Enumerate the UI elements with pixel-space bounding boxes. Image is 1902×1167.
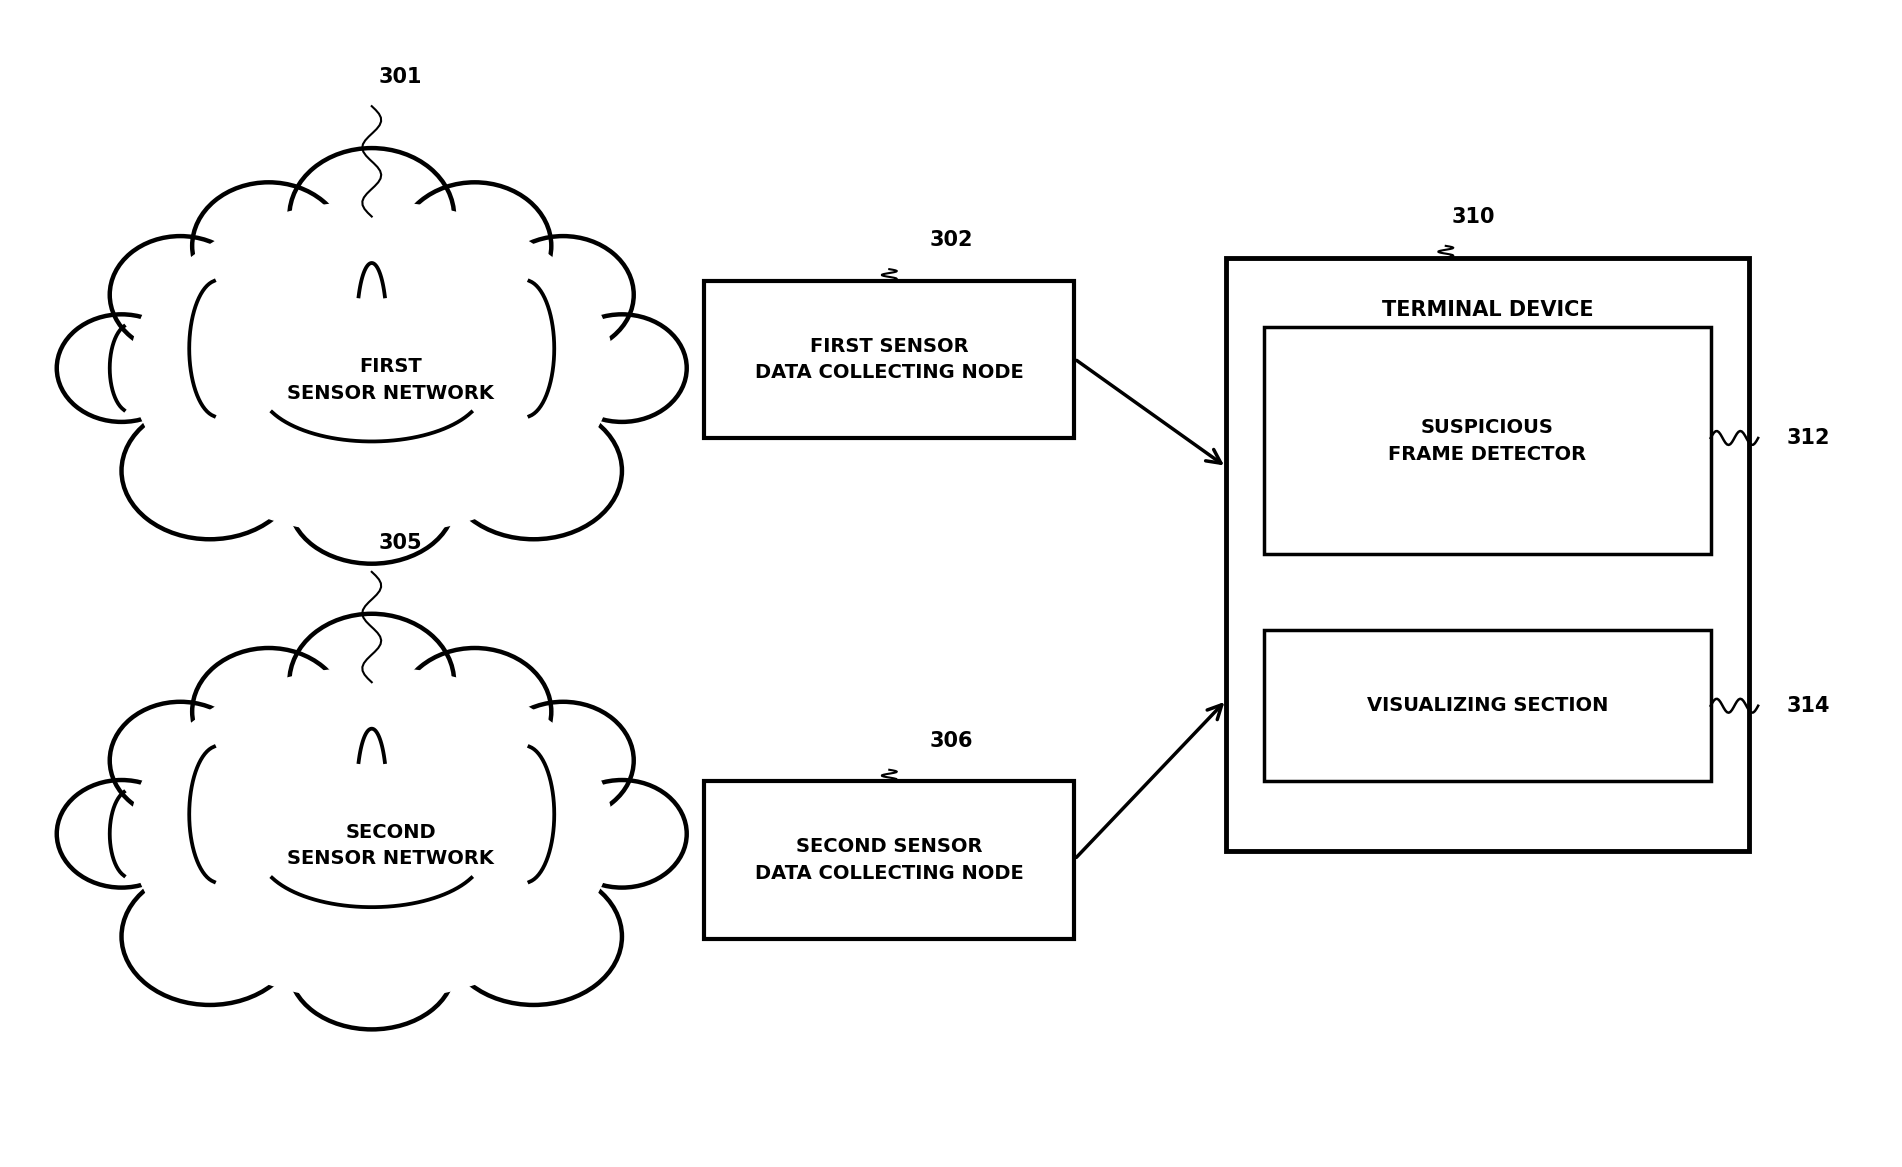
Ellipse shape: [445, 403, 622, 539]
FancyBboxPatch shape: [704, 281, 1075, 438]
Ellipse shape: [131, 202, 612, 534]
Text: FIRST
SENSOR NETWORK: FIRST SENSOR NETWORK: [287, 357, 495, 403]
Ellipse shape: [110, 701, 251, 819]
Ellipse shape: [445, 868, 622, 1005]
Ellipse shape: [289, 441, 455, 564]
Text: SECOND SENSOR
DATA COLLECTING NODE: SECOND SENSOR DATA COLLECTING NODE: [755, 837, 1023, 882]
Text: TERMINAL DEVICE: TERMINAL DEVICE: [1381, 300, 1594, 320]
FancyBboxPatch shape: [1265, 328, 1710, 554]
Text: FIRST SENSOR
DATA COLLECTING NODE: FIRST SENSOR DATA COLLECTING NODE: [755, 336, 1023, 382]
Text: 312: 312: [1786, 428, 1830, 448]
Ellipse shape: [398, 182, 552, 309]
Ellipse shape: [122, 658, 622, 1009]
Text: 314: 314: [1786, 696, 1830, 715]
Ellipse shape: [493, 236, 633, 354]
Ellipse shape: [110, 236, 251, 354]
Ellipse shape: [122, 868, 299, 1005]
Ellipse shape: [192, 182, 346, 309]
Ellipse shape: [122, 193, 622, 544]
Ellipse shape: [493, 701, 633, 819]
Ellipse shape: [557, 314, 687, 422]
Ellipse shape: [289, 907, 455, 1029]
Ellipse shape: [57, 780, 186, 888]
FancyBboxPatch shape: [1265, 630, 1710, 782]
Text: 302: 302: [930, 230, 972, 250]
Ellipse shape: [122, 403, 299, 539]
FancyBboxPatch shape: [1227, 258, 1748, 851]
Ellipse shape: [557, 780, 687, 888]
Ellipse shape: [289, 614, 455, 750]
Text: SUSPICIOUS
FRAME DETECTOR: SUSPICIOUS FRAME DETECTOR: [1388, 418, 1586, 463]
Ellipse shape: [398, 648, 552, 775]
FancyBboxPatch shape: [704, 782, 1075, 938]
Text: SECOND
SENSOR NETWORK: SECOND SENSOR NETWORK: [287, 823, 495, 868]
Text: 305: 305: [378, 533, 422, 553]
Text: VISUALIZING SECTION: VISUALIZING SECTION: [1368, 697, 1609, 715]
Text: 310: 310: [1451, 207, 1495, 226]
Text: 301: 301: [378, 67, 422, 88]
Text: 306: 306: [930, 731, 972, 750]
Ellipse shape: [289, 148, 455, 285]
Ellipse shape: [57, 314, 186, 422]
Ellipse shape: [131, 668, 612, 1000]
Ellipse shape: [192, 648, 346, 775]
